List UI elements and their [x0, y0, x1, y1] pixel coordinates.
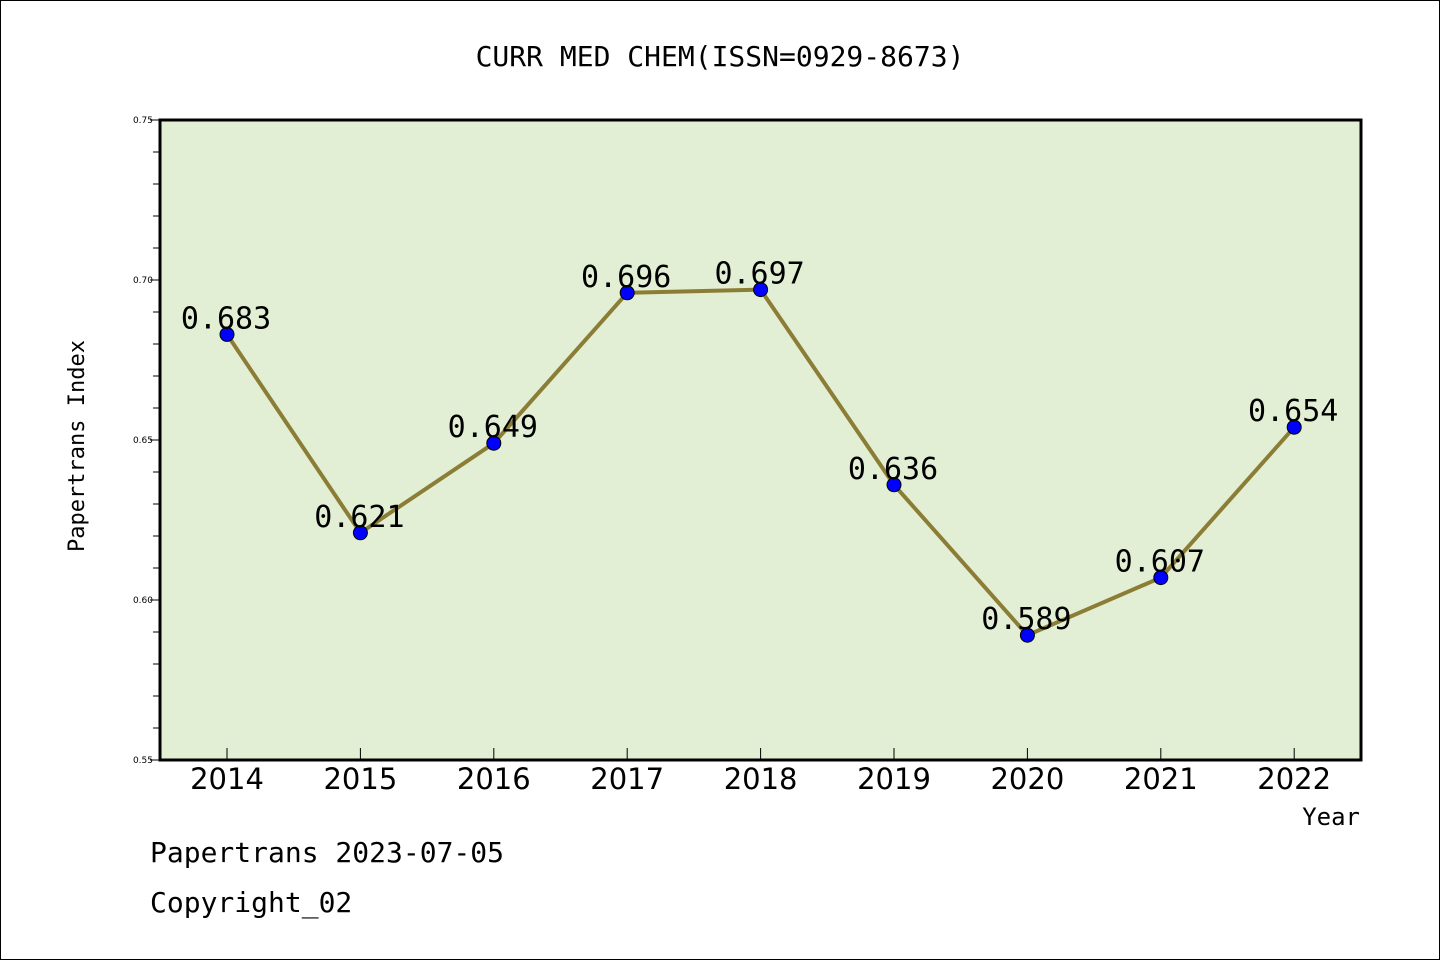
y-axis: 0.55 0.60 0.65 0.70 0.75	[133, 116, 160, 766]
x-tick-label: 2014	[190, 762, 264, 796]
data-point	[486, 435, 502, 451]
y-axis-label: Papertrans Index	[65, 340, 90, 552]
data-label: 0.649	[448, 410, 538, 445]
data-point	[886, 477, 902, 493]
data-label: 0.636	[848, 452, 938, 487]
data-label: 0.696	[581, 260, 671, 295]
data-label: 0.697	[714, 257, 804, 292]
y-tick-label: 0.65	[133, 436, 153, 446]
y-tick-label: 0.55	[133, 756, 153, 766]
x-tick-label: 2018	[724, 762, 798, 796]
footer-copyright: Copyright_02	[150, 886, 353, 919]
y-tick-label: 0.75	[133, 116, 153, 126]
x-tick-label: 2020	[990, 762, 1064, 796]
data-label: 0.589	[981, 602, 1071, 637]
data-point	[1153, 570, 1169, 586]
x-tick-label: 2015	[323, 762, 397, 796]
plot-border	[158, 118, 1363, 762]
data-label: 0.683	[181, 301, 271, 336]
data-point	[1286, 419, 1302, 435]
x-tick-label: 2016	[457, 762, 531, 796]
data-point	[753, 282, 769, 298]
x-axis-label: Year	[1302, 803, 1360, 831]
x-axis: 2014 2015 2016 2017 2018 2019 2020 2021 2022	[190, 748, 1331, 796]
x-tick-label: 2017	[590, 762, 664, 796]
x-tick-label: 2021	[1124, 762, 1198, 796]
data-point	[619, 285, 635, 301]
data-label: 0.621	[314, 500, 404, 535]
chart-title: CURR MED CHEM(ISSN=0929-8673)	[476, 40, 965, 73]
y-tick-label: 0.60	[133, 596, 153, 606]
data-point	[352, 525, 368, 541]
y-tick-label: 0.70	[133, 276, 153, 286]
data-label: 0.607	[1115, 545, 1205, 580]
footer-date-line: Papertrans 2023-07-05	[150, 836, 505, 869]
data-point	[1019, 627, 1035, 643]
plot-area	[160, 120, 1361, 760]
x-tick-label: 2022	[1257, 762, 1331, 796]
series-layer: 0.683 0.621 0.649 0.696 0.697 0.636 0.589 0.607…	[181, 257, 1338, 643]
x-tick-label: 2019	[857, 762, 931, 796]
data-point	[219, 326, 235, 342]
data-label: 0.654	[1248, 394, 1338, 429]
